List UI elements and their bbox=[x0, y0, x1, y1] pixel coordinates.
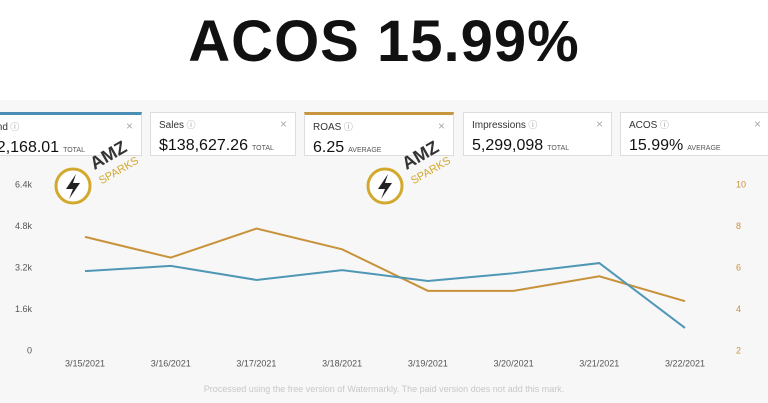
close[interactable]: × bbox=[595, 117, 603, 131]
y2-tick-label: 8 bbox=[736, 221, 741, 231]
x-tick-label: 3/22/2021 bbox=[665, 358, 705, 368]
y2-tick-label: 6 bbox=[736, 262, 741, 272]
card-value: 6.25 bbox=[313, 139, 345, 156]
card-value: $138,627.26 bbox=[159, 137, 248, 154]
card-value: 5,299,098 bbox=[472, 137, 544, 154]
y-tick-label: 6.4k bbox=[15, 179, 33, 189]
card-value: $22,168.01 bbox=[0, 139, 60, 156]
x-tick-label: 3/17/2021 bbox=[236, 358, 276, 368]
y2-tick-label: 4 bbox=[736, 304, 741, 314]
metric-card[interactable]: ACOS× 15.99%AVERAGE bbox=[620, 112, 768, 156]
close[interactable]: × bbox=[125, 119, 133, 133]
card-label: Impressions bbox=[472, 118, 603, 131]
card-suffix: TOTAL bbox=[547, 145, 570, 152]
card-suffix: TOTAL bbox=[63, 147, 85, 154]
y2-tick-label: 2 bbox=[736, 345, 741, 355]
y2-tick-label: 10 bbox=[736, 179, 746, 189]
x-tick-label: 3/19/2021 bbox=[408, 358, 448, 368]
y-tick-label: 1.6k bbox=[15, 304, 33, 314]
x-tick-label: 3/15/2021 bbox=[65, 358, 105, 368]
logo: AMZ SPARKS bbox=[366, 137, 453, 205]
card-label: ACOS bbox=[629, 118, 761, 131]
card-suffix: AVERAGE bbox=[687, 145, 721, 152]
card-label: ROAS bbox=[313, 120, 445, 133]
x-tick-label: 3/20/2021 bbox=[494, 358, 534, 368]
x-tick-label: 3/21/2021 bbox=[579, 358, 619, 368]
card-suffix: AVERAGE bbox=[348, 147, 382, 154]
series-line bbox=[84, 227, 686, 303]
logo: AMZ SPARKS bbox=[54, 137, 141, 205]
x-tick-label: 3/18/2021 bbox=[322, 358, 362, 368]
card-value: 15.99% bbox=[629, 137, 684, 154]
close[interactable]: × bbox=[279, 117, 287, 131]
x-tick-label: 3/16/2021 bbox=[151, 358, 191, 368]
watermark-note: Processed using the free version of Wate… bbox=[203, 384, 565, 394]
card-label: Spend bbox=[0, 120, 133, 133]
card-label: Sales bbox=[159, 118, 287, 131]
headline: ACOS 15.99% bbox=[188, 9, 580, 74]
y-tick-label: 0 bbox=[27, 345, 32, 355]
close[interactable]: × bbox=[753, 117, 761, 131]
y-tick-label: 3.2k bbox=[15, 262, 33, 272]
close[interactable]: × bbox=[437, 119, 445, 133]
y-tick-label: 4.8k bbox=[15, 221, 33, 231]
card-suffix: TOTAL bbox=[251, 145, 274, 152]
series-line bbox=[84, 262, 686, 329]
